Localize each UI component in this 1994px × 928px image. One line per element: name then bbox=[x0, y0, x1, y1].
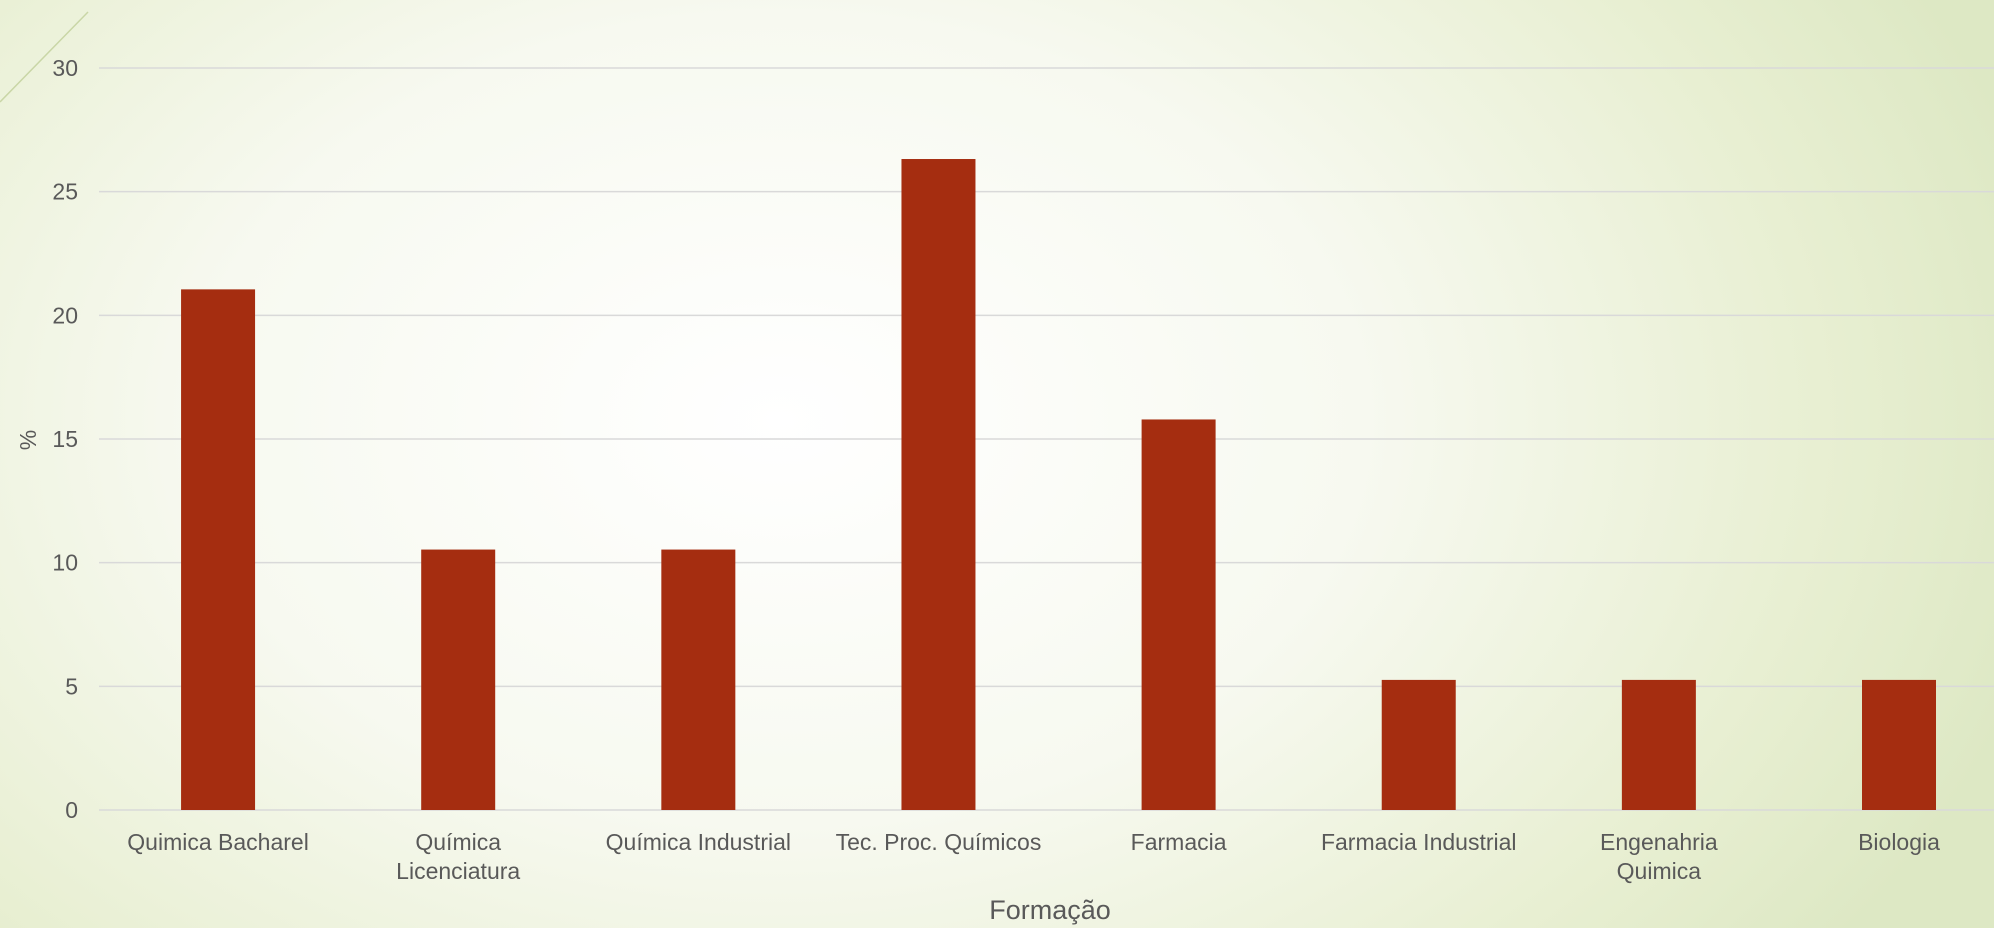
y-tick-label: 25 bbox=[52, 179, 78, 205]
corner-decoration-line bbox=[0, 11, 89, 103]
bar bbox=[1381, 679, 1456, 810]
y-tick-label: 20 bbox=[52, 302, 78, 328]
bar bbox=[901, 159, 976, 810]
y-tick-label: 5 bbox=[65, 673, 78, 699]
x-category-label: Química bbox=[415, 829, 501, 855]
x-category-label: Engenahria bbox=[1600, 829, 1718, 855]
gridlines bbox=[99, 67, 1994, 811]
x-category-label: Quimica Bacharel bbox=[127, 829, 309, 855]
y-tick-label: 30 bbox=[52, 55, 78, 81]
y-tick-label: 10 bbox=[52, 550, 78, 576]
y-tick-label: 15 bbox=[52, 426, 78, 452]
x-category-label: Quimica bbox=[1617, 858, 1702, 884]
bar bbox=[661, 549, 736, 810]
y-axis-ticks: 0 5 10 15 20 25 30 bbox=[52, 55, 78, 823]
y-axis-title: % bbox=[15, 430, 41, 450]
x-category-label: Química Industrial bbox=[606, 829, 791, 855]
bar bbox=[1862, 679, 1936, 810]
x-category-label: Farmacia bbox=[1131, 829, 1227, 855]
x-category-label: Farmacia Industrial bbox=[1321, 829, 1517, 855]
bar bbox=[1621, 679, 1696, 810]
bars bbox=[181, 159, 1936, 810]
x-axis-title: Formação bbox=[989, 895, 1111, 925]
bar bbox=[421, 549, 496, 810]
x-axis-category-labels: Quimica Bacharel Química Licenciatura Quími… bbox=[127, 829, 1940, 884]
x-category-label: Biologia bbox=[1858, 829, 1940, 855]
bar bbox=[1141, 419, 1216, 810]
y-tick-label: 0 bbox=[65, 797, 78, 823]
x-category-label: Tec. Proc. Químicos bbox=[836, 829, 1042, 855]
bar bbox=[181, 289, 256, 810]
x-category-label: Licenciatura bbox=[396, 858, 520, 884]
